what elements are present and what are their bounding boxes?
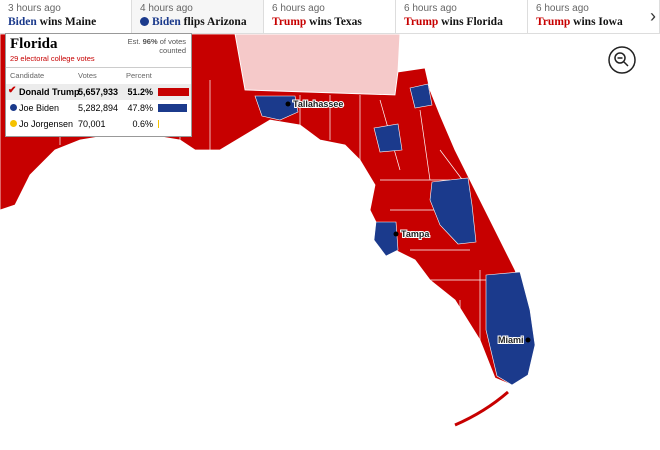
votes-counted: Est. 96% of votes counted: [126, 37, 186, 55]
city-dot: [393, 231, 399, 237]
percent: 47.8%: [127, 103, 153, 113]
votes: 70,001: [78, 119, 106, 129]
city-dot: [525, 337, 531, 343]
party-dot: [10, 104, 17, 111]
ticker-item[interactable]: 4 hours ago Biden flips Arizona: [132, 0, 264, 33]
percent: 51.2%: [127, 87, 153, 97]
action: wins Iowa: [573, 16, 623, 28]
table-rows: ✔ Donald Trump 5,657,933 51.2% Joe Biden 5,28…: [6, 84, 191, 132]
ticker-headline: Biden flips Arizona: [140, 16, 263, 28]
results-panel: Florida 29 electoral college votes Est. …: [5, 33, 192, 137]
city-label: Tampa: [401, 229, 430, 239]
ticker: 3 hours ago Biden wins Maine 4 hours ago Bi…: [0, 0, 660, 34]
state-name: Florida: [10, 36, 58, 52]
city-dot: [285, 101, 291, 107]
votes: 5,282,894: [78, 103, 119, 113]
result-row: ✔ Donald Trump 5,657,933 51.2%: [6, 84, 191, 100]
action: wins Maine: [39, 16, 97, 28]
percent-bar: [158, 104, 187, 112]
action: flips Arizona: [183, 16, 247, 28]
winner: Biden: [152, 16, 181, 28]
est-suffix: of votes counted: [159, 37, 186, 55]
ticker-time: 6 hours ago: [272, 3, 325, 14]
flip-icon: [140, 17, 149, 26]
ticker-headline: Trump wins Texas: [272, 16, 395, 28]
biden-counties: [254, 83, 536, 386]
ticker-time: 6 hours ago: [404, 3, 457, 14]
percent: 0.6%: [132, 119, 153, 129]
action: wins Texas: [309, 16, 362, 28]
keys: [454, 390, 509, 427]
ticker-time: 6 hours ago: [536, 3, 589, 14]
ticker-time: 3 hours ago: [8, 3, 61, 14]
winner: Trump: [272, 16, 307, 28]
column-header: Candidate: [10, 71, 45, 80]
action: wins Florida: [441, 16, 503, 28]
result-row: Joe Biden 5,282,894 47.8%: [6, 100, 191, 116]
ticker-item[interactable]: 6 hours ago Trump wins Iowa: [528, 0, 660, 33]
neighbor-state: [234, 33, 401, 96]
zoom-button[interactable]: [608, 46, 636, 74]
ticker-item[interactable]: 6 hours ago Trump wins Texas: [264, 0, 396, 33]
est-value: 96%: [142, 37, 158, 46]
winner-check: ✔: [8, 85, 17, 96]
ticker-headline: Biden wins Maine: [8, 16, 131, 28]
ticker-item[interactable]: 3 hours ago Biden wins Maine: [0, 0, 132, 33]
percent-bar: [158, 88, 189, 96]
ticker-headline: Trump wins Florida: [404, 16, 527, 28]
next-arrow[interactable]: ›: [647, 6, 656, 27]
candidate-name: Joe Biden: [19, 103, 60, 113]
city-label: Tallahassee: [293, 99, 343, 109]
result-row: Jo Jorgensen 70,001 0.6%: [6, 116, 191, 132]
column-header: Votes: [78, 71, 97, 80]
winner: Trump: [404, 16, 439, 28]
votes: 5,657,933: [78, 87, 119, 97]
candidate-name: Donald Trump: [19, 87, 80, 97]
ticker-item[interactable]: 6 hours ago Trump wins Florida: [396, 0, 528, 33]
column-header: Percent: [126, 71, 152, 80]
candidate-name: Jo Jorgensen: [19, 119, 74, 129]
city-label: Miami: [498, 335, 524, 345]
winner: Biden: [8, 16, 37, 28]
table-header: Candidate Votes Percent: [6, 71, 191, 81]
cities: Tallahassee Tampa Miami: [285, 98, 531, 346]
electoral-votes: 29 electoral college votes: [10, 54, 95, 63]
est-prefix: Est.: [127, 37, 141, 46]
winner: Trump: [536, 16, 571, 28]
ticker-time: 4 hours ago: [140, 3, 193, 14]
ticker-headline: Trump wins Iowa: [536, 16, 659, 28]
party-dot: [10, 120, 17, 127]
